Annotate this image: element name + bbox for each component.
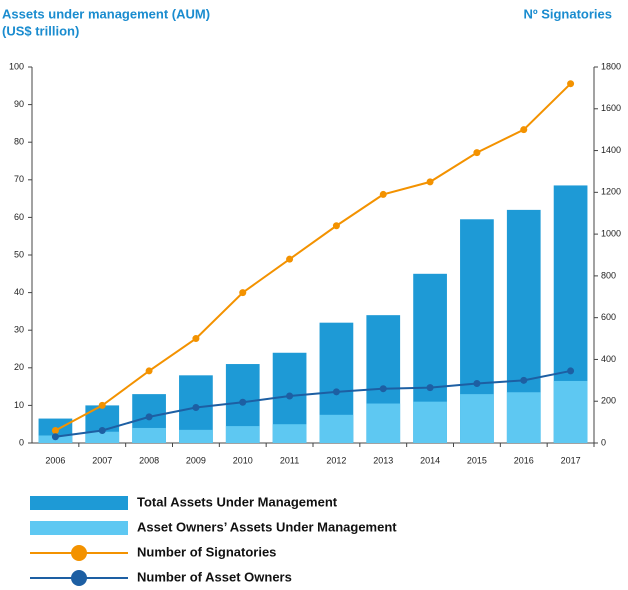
point [332, 388, 340, 396]
y-tick-label: 60 [14, 212, 24, 222]
x-tick-label: 2014 [420, 455, 440, 465]
legend-label: Number of Signatories [137, 544, 276, 559]
y2-tick-label: 1600 [601, 103, 621, 113]
y-tick-label: 50 [14, 249, 24, 259]
point [192, 335, 200, 343]
legend-marker [71, 545, 87, 561]
point [239, 398, 247, 406]
point [51, 426, 59, 434]
y-tick-label: 100 [9, 61, 24, 71]
y-tick-label: 10 [14, 400, 24, 410]
point [239, 289, 247, 297]
x-tick-label: 2012 [326, 455, 346, 465]
point [98, 401, 106, 409]
point [473, 379, 481, 387]
y2-tick-label: 200 [601, 396, 616, 406]
y-tick-label: 70 [14, 174, 24, 184]
x-tick-label: 2009 [186, 455, 206, 465]
y-tick-label: 0 [19, 437, 24, 447]
y-tick-label: 80 [14, 137, 24, 147]
y2-tick-label: 1800 [601, 61, 621, 71]
legend-swatch [30, 521, 128, 535]
chart-title: Assets under management (AUM) [2, 6, 210, 21]
y2-tick-label: 800 [601, 270, 616, 280]
legend-marker [71, 570, 87, 586]
x-tick-label: 2007 [92, 455, 112, 465]
y-tick-label: 20 [14, 362, 24, 372]
bar [179, 429, 213, 443]
bar [460, 394, 494, 443]
bar [85, 431, 120, 443]
point [379, 385, 387, 393]
point [520, 126, 528, 134]
x-tick-label: 2016 [514, 455, 534, 465]
x-tick-label: 2008 [139, 455, 159, 465]
legend-swatch [30, 496, 128, 510]
x-tick-label: 2011 [280, 455, 299, 465]
bar [132, 427, 166, 443]
point [520, 376, 528, 384]
point [426, 384, 434, 392]
y2-tick-label: 400 [601, 354, 616, 364]
bar [225, 426, 260, 443]
line [55, 369, 571, 438]
x-tick-label: 2013 [373, 455, 393, 465]
point [286, 255, 294, 263]
y2-tick-label: 1400 [601, 145, 621, 155]
x-tick-label: 2015 [467, 455, 487, 465]
y-tick-label: 30 [14, 325, 24, 335]
bar [272, 424, 307, 443]
x-tick-label: 2006 [45, 455, 65, 465]
point [473, 149, 481, 157]
point [51, 433, 59, 441]
chart-subtitle: (US$ trillion) [2, 23, 79, 38]
point [145, 367, 153, 375]
y-tick-label: 90 [14, 99, 24, 109]
y-tick-label: 40 [14, 287, 24, 297]
y2-tick-label: 600 [601, 312, 616, 322]
y2-axis-label: Nº Signatories [523, 6, 612, 21]
point [286, 392, 294, 400]
y2-tick-label: 1200 [601, 187, 621, 197]
point [98, 426, 106, 434]
bar [553, 380, 588, 443]
legend-label: Asset Owners’ Assets Under Management [137, 519, 397, 534]
x-tick-label: 2010 [233, 455, 253, 465]
point [567, 367, 575, 375]
legend-label: Number of Asset Owners [137, 569, 292, 584]
line [54, 82, 572, 432]
point [145, 413, 153, 421]
bar [366, 403, 401, 443]
point [332, 222, 340, 230]
x-tick-label: 2017 [561, 455, 581, 465]
bar [319, 414, 354, 443]
bar [413, 401, 447, 443]
point [426, 178, 434, 186]
point [192, 403, 200, 411]
point [379, 190, 387, 198]
y2-tick-label: 0 [601, 437, 606, 447]
legend-label: Total Assets Under Management [137, 494, 338, 509]
y2-tick-label: 1000 [601, 228, 621, 238]
point [567, 80, 575, 88]
bar [506, 392, 541, 443]
